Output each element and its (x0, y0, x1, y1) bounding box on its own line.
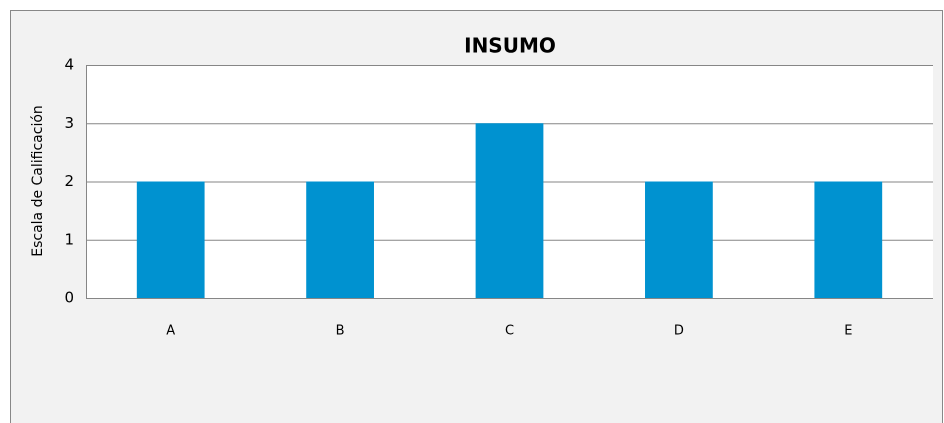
y-tick-label: 2 (64, 172, 74, 190)
bar (136, 181, 205, 298)
x-tick-label: C (505, 324, 514, 339)
y-tick-label: 3 (64, 114, 74, 132)
x-tick-label: A (166, 324, 175, 339)
y-tick-label: 0 (64, 289, 74, 307)
bar (475, 123, 544, 298)
y-axis-label: Escala de Calificación (30, 105, 46, 257)
chart-title: INSUMO (464, 34, 556, 58)
x-tick-label: B (336, 324, 345, 339)
bar (645, 181, 713, 298)
y-tick-label: 4 (64, 56, 74, 74)
bar (306, 181, 374, 298)
y-tick-label: 1 (64, 230, 74, 248)
x-tick-label: D (674, 324, 684, 339)
bar (814, 181, 883, 298)
x-tick-label: E (844, 324, 852, 339)
